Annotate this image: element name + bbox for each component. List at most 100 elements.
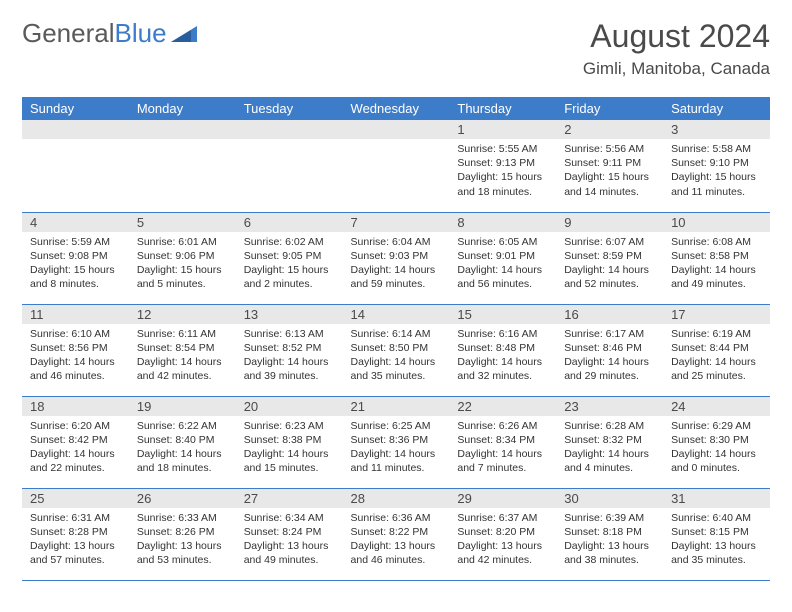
calendar-cell: 23Sunrise: 6:28 AMSunset: 8:32 PMDayligh…	[556, 396, 663, 488]
calendar-cell	[22, 120, 129, 212]
day-sunrise: Sunrise: 6:23 AM	[244, 419, 335, 433]
day-sunset: Sunset: 8:32 PM	[564, 433, 655, 447]
day-daylight: Daylight: 14 hours and 22 minutes.	[30, 447, 121, 475]
day-sunset: Sunset: 9:10 PM	[671, 156, 762, 170]
day-details: Sunrise: 5:59 AMSunset: 9:08 PMDaylight:…	[22, 232, 129, 296]
day-sunset: Sunset: 8:54 PM	[137, 341, 228, 355]
day-sunrise: Sunrise: 6:10 AM	[30, 327, 121, 341]
calendar-cell: 21Sunrise: 6:25 AMSunset: 8:36 PMDayligh…	[343, 396, 450, 488]
day-number: 4	[22, 213, 129, 232]
day-details: Sunrise: 6:28 AMSunset: 8:32 PMDaylight:…	[556, 416, 663, 480]
day-sunrise: Sunrise: 6:02 AM	[244, 235, 335, 249]
day-sunrise: Sunrise: 6:40 AM	[671, 511, 762, 525]
day-details: Sunrise: 6:08 AMSunset: 8:58 PMDaylight:…	[663, 232, 770, 296]
day-number: 30	[556, 489, 663, 508]
day-sunset: Sunset: 8:50 PM	[351, 341, 442, 355]
day-details: Sunrise: 6:39 AMSunset: 8:18 PMDaylight:…	[556, 508, 663, 572]
day-details: Sunrise: 6:02 AMSunset: 9:05 PMDaylight:…	[236, 232, 343, 296]
calendar-cell: 24Sunrise: 6:29 AMSunset: 8:30 PMDayligh…	[663, 396, 770, 488]
day-daylight: Daylight: 14 hours and 46 minutes.	[30, 355, 121, 383]
calendar-cell: 5Sunrise: 6:01 AMSunset: 9:06 PMDaylight…	[129, 212, 236, 304]
calendar-cell	[236, 120, 343, 212]
day-sunset: Sunset: 9:13 PM	[457, 156, 548, 170]
day-number: 1	[449, 120, 556, 139]
day-sunrise: Sunrise: 6:16 AM	[457, 327, 548, 341]
day-sunrise: Sunrise: 6:20 AM	[30, 419, 121, 433]
calendar-cell	[129, 120, 236, 212]
day-sunset: Sunset: 8:36 PM	[351, 433, 442, 447]
day-number: 5	[129, 213, 236, 232]
day-sunset: Sunset: 8:59 PM	[564, 249, 655, 263]
day-details: Sunrise: 5:56 AMSunset: 9:11 PMDaylight:…	[556, 139, 663, 203]
location: Gimli, Manitoba, Canada	[583, 59, 770, 79]
calendar-cell: 25Sunrise: 6:31 AMSunset: 8:28 PMDayligh…	[22, 488, 129, 580]
calendar-cell: 9Sunrise: 6:07 AMSunset: 8:59 PMDaylight…	[556, 212, 663, 304]
calendar-cell: 13Sunrise: 6:13 AMSunset: 8:52 PMDayligh…	[236, 304, 343, 396]
calendar-cell: 19Sunrise: 6:22 AMSunset: 8:40 PMDayligh…	[129, 396, 236, 488]
day-daylight: Daylight: 14 hours and 39 minutes.	[244, 355, 335, 383]
day-daylight: Daylight: 14 hours and 0 minutes.	[671, 447, 762, 475]
calendar-row: 25Sunrise: 6:31 AMSunset: 8:28 PMDayligh…	[22, 488, 770, 580]
weekday-header: Wednesday	[343, 97, 450, 120]
day-sunrise: Sunrise: 6:08 AM	[671, 235, 762, 249]
day-sunrise: Sunrise: 6:19 AM	[671, 327, 762, 341]
weekday-header: Friday	[556, 97, 663, 120]
day-sunrise: Sunrise: 6:07 AM	[564, 235, 655, 249]
logo-text-2: Blue	[115, 18, 167, 49]
day-daylight: Daylight: 14 hours and 7 minutes.	[457, 447, 548, 475]
day-number: 9	[556, 213, 663, 232]
calendar-cell: 2Sunrise: 5:56 AMSunset: 9:11 PMDaylight…	[556, 120, 663, 212]
day-daylight: Daylight: 13 hours and 57 minutes.	[30, 539, 121, 567]
day-number: 7	[343, 213, 450, 232]
day-number: 17	[663, 305, 770, 324]
day-details: Sunrise: 6:33 AMSunset: 8:26 PMDaylight:…	[129, 508, 236, 572]
day-sunset: Sunset: 8:52 PM	[244, 341, 335, 355]
day-number	[343, 120, 450, 139]
day-number: 2	[556, 120, 663, 139]
day-daylight: Daylight: 13 hours and 38 minutes.	[564, 539, 655, 567]
day-number: 22	[449, 397, 556, 416]
calendar-cell: 30Sunrise: 6:39 AMSunset: 8:18 PMDayligh…	[556, 488, 663, 580]
day-number	[22, 120, 129, 139]
calendar-row: 18Sunrise: 6:20 AMSunset: 8:42 PMDayligh…	[22, 396, 770, 488]
day-details: Sunrise: 6:04 AMSunset: 9:03 PMDaylight:…	[343, 232, 450, 296]
calendar-cell: 17Sunrise: 6:19 AMSunset: 8:44 PMDayligh…	[663, 304, 770, 396]
day-daylight: Daylight: 15 hours and 18 minutes.	[457, 170, 548, 198]
calendar-cell: 27Sunrise: 6:34 AMSunset: 8:24 PMDayligh…	[236, 488, 343, 580]
day-number: 25	[22, 489, 129, 508]
day-sunrise: Sunrise: 6:22 AM	[137, 419, 228, 433]
calendar-cell: 31Sunrise: 6:40 AMSunset: 8:15 PMDayligh…	[663, 488, 770, 580]
day-daylight: Daylight: 13 hours and 53 minutes.	[137, 539, 228, 567]
day-number: 29	[449, 489, 556, 508]
day-sunset: Sunset: 8:38 PM	[244, 433, 335, 447]
day-daylight: Daylight: 15 hours and 14 minutes.	[564, 170, 655, 198]
day-number: 21	[343, 397, 450, 416]
day-details: Sunrise: 6:34 AMSunset: 8:24 PMDaylight:…	[236, 508, 343, 572]
day-sunset: Sunset: 8:24 PM	[244, 525, 335, 539]
day-daylight: Daylight: 14 hours and 56 minutes.	[457, 263, 548, 291]
day-number: 24	[663, 397, 770, 416]
day-sunset: Sunset: 9:05 PM	[244, 249, 335, 263]
day-sunrise: Sunrise: 6:31 AM	[30, 511, 121, 525]
day-details: Sunrise: 6:22 AMSunset: 8:40 PMDaylight:…	[129, 416, 236, 480]
day-details: Sunrise: 6:13 AMSunset: 8:52 PMDaylight:…	[236, 324, 343, 388]
weekday-header-row: Sunday Monday Tuesday Wednesday Thursday…	[22, 97, 770, 120]
day-sunset: Sunset: 9:01 PM	[457, 249, 548, 263]
logo-text-1: General	[22, 18, 115, 49]
day-sunset: Sunset: 8:40 PM	[137, 433, 228, 447]
day-details: Sunrise: 6:14 AMSunset: 8:50 PMDaylight:…	[343, 324, 450, 388]
day-details: Sunrise: 6:19 AMSunset: 8:44 PMDaylight:…	[663, 324, 770, 388]
day-sunset: Sunset: 8:22 PM	[351, 525, 442, 539]
day-sunrise: Sunrise: 5:58 AM	[671, 142, 762, 156]
day-sunrise: Sunrise: 6:05 AM	[457, 235, 548, 249]
day-details: Sunrise: 6:26 AMSunset: 8:34 PMDaylight:…	[449, 416, 556, 480]
day-number: 8	[449, 213, 556, 232]
weekday-header: Thursday	[449, 97, 556, 120]
day-number: 20	[236, 397, 343, 416]
calendar-cell: 7Sunrise: 6:04 AMSunset: 9:03 PMDaylight…	[343, 212, 450, 304]
calendar-cell: 6Sunrise: 6:02 AMSunset: 9:05 PMDaylight…	[236, 212, 343, 304]
day-daylight: Daylight: 15 hours and 5 minutes.	[137, 263, 228, 291]
day-sunset: Sunset: 8:58 PM	[671, 249, 762, 263]
day-details: Sunrise: 5:55 AMSunset: 9:13 PMDaylight:…	[449, 139, 556, 203]
day-details: Sunrise: 6:07 AMSunset: 8:59 PMDaylight:…	[556, 232, 663, 296]
